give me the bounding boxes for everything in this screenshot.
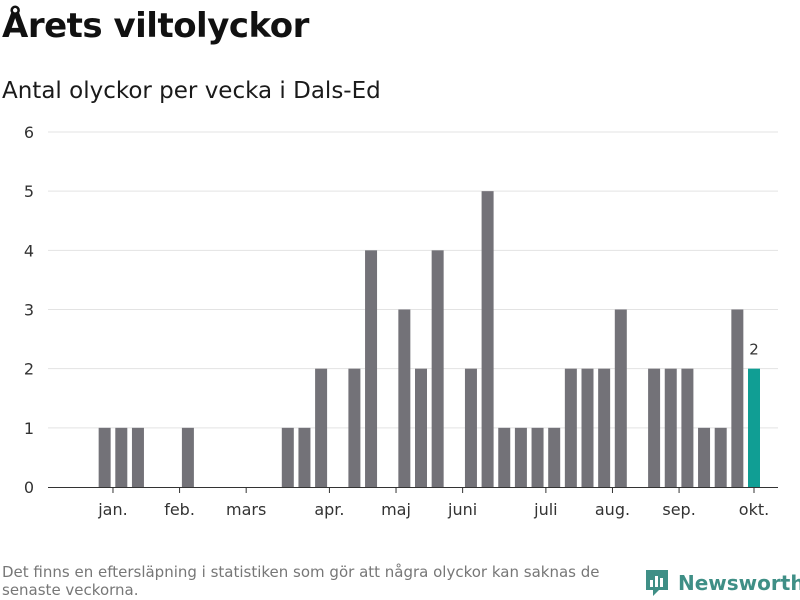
x-tick-label: maj [381, 500, 411, 519]
x-tick-label: juni [447, 500, 477, 519]
bar [514, 427, 527, 487]
bar [648, 368, 661, 487]
y-tick-label: 5 [24, 182, 34, 201]
chart-title: Årets viltolyckor [2, 6, 309, 46]
bar [581, 368, 594, 487]
y-tick-label: 2 [24, 360, 34, 379]
x-axis-ticks: jan. feb. mars apr. maj juni juli aug. sep. okt. [97, 487, 769, 519]
chart-subtitle: Antal olyckor per vecka i Dals-Ed [2, 78, 381, 104]
bar [181, 427, 194, 487]
bar [548, 427, 561, 487]
newsworthy-logo-icon [644, 568, 670, 598]
x-tick-label: mars [226, 500, 266, 519]
bar [614, 309, 627, 487]
bar [98, 427, 111, 487]
footnote: Det finns en eftersläpning i statistiken… [2, 563, 600, 599]
bar [298, 427, 311, 487]
x-tick-label: aug. [595, 500, 630, 519]
x-tick-label: okt. [739, 500, 769, 519]
bar [281, 427, 294, 487]
y-tick-label: 3 [24, 301, 34, 320]
bars [98, 191, 760, 487]
bar [748, 368, 760, 487]
x-tick-label: juli [533, 500, 557, 519]
x-tick-label: feb. [164, 500, 195, 519]
y-tick-label: 4 [24, 241, 34, 260]
brand[interactable]: Newsworthy [644, 568, 800, 598]
bar [464, 368, 477, 487]
bar [714, 427, 727, 487]
grid-lines [48, 131, 778, 429]
bar [115, 427, 128, 487]
data-label: 2 [749, 341, 759, 359]
x-tick-label: jan. [97, 500, 127, 519]
bar [731, 309, 744, 487]
bar [564, 368, 577, 487]
y-axis-ticks: 0 1 2 3 4 5 6 [24, 123, 34, 497]
bar [131, 427, 144, 487]
bar [498, 427, 511, 487]
bar [598, 368, 611, 487]
bar [398, 309, 411, 487]
bar [348, 368, 361, 487]
bar [415, 368, 427, 487]
bar [698, 427, 711, 487]
brand-name: Newsworthy [678, 571, 800, 595]
bar [531, 427, 544, 487]
data-labels: 2 [749, 341, 759, 359]
bar [431, 250, 444, 487]
bar [481, 191, 494, 487]
bar [664, 368, 677, 487]
y-tick-label: 1 [24, 419, 34, 438]
x-tick-label: sep. [662, 500, 695, 519]
y-tick-label: 0 [24, 478, 34, 497]
bar [681, 368, 694, 487]
x-tick-label: apr. [314, 500, 344, 519]
bar [315, 368, 328, 487]
y-tick-label: 6 [24, 123, 34, 142]
bar [365, 250, 378, 487]
